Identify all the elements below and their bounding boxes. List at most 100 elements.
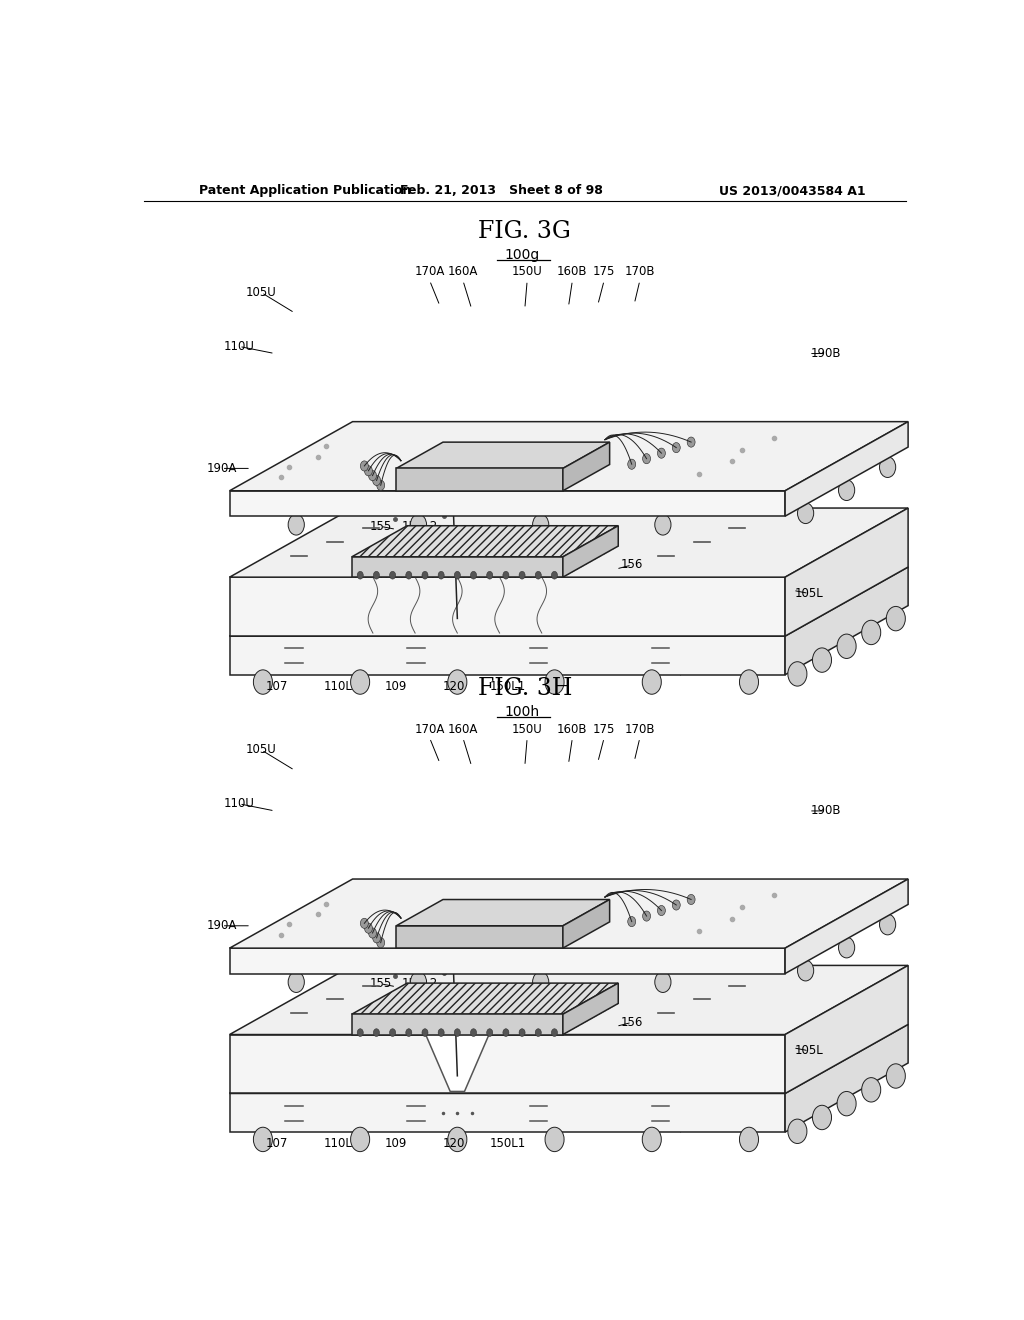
- Circle shape: [411, 515, 427, 535]
- Polygon shape: [785, 1024, 908, 1133]
- Polygon shape: [229, 508, 908, 577]
- Text: 170B: 170B: [625, 723, 655, 735]
- Circle shape: [455, 1028, 461, 1036]
- Polygon shape: [229, 1024, 908, 1093]
- Text: 175: 175: [593, 265, 615, 279]
- Circle shape: [350, 669, 370, 694]
- Text: FIG. 3H: FIG. 3H: [477, 677, 572, 701]
- Circle shape: [552, 572, 557, 579]
- Circle shape: [861, 620, 881, 644]
- Bar: [229, 577, 785, 636]
- Circle shape: [654, 972, 671, 993]
- Text: 105U: 105U: [246, 743, 276, 756]
- Circle shape: [253, 669, 272, 694]
- Bar: [229, 948, 785, 974]
- Text: 107: 107: [266, 1138, 289, 1150]
- Text: 150L2: 150L2: [401, 520, 438, 533]
- Circle shape: [377, 937, 385, 948]
- Circle shape: [642, 1127, 662, 1151]
- Circle shape: [486, 1028, 493, 1036]
- Circle shape: [545, 669, 564, 694]
- Text: 109: 109: [385, 1138, 408, 1150]
- Circle shape: [455, 572, 461, 579]
- Circle shape: [628, 459, 636, 470]
- Circle shape: [812, 1105, 831, 1130]
- Circle shape: [532, 515, 549, 535]
- Circle shape: [470, 572, 476, 579]
- Circle shape: [438, 572, 444, 579]
- Polygon shape: [396, 899, 609, 925]
- Text: 150U: 150U: [512, 723, 543, 735]
- Text: 107: 107: [266, 680, 289, 693]
- Circle shape: [642, 669, 662, 694]
- Polygon shape: [785, 568, 908, 675]
- Circle shape: [798, 960, 814, 981]
- Circle shape: [837, 634, 856, 659]
- Circle shape: [377, 480, 385, 490]
- Circle shape: [657, 906, 666, 916]
- Polygon shape: [396, 442, 609, 469]
- Polygon shape: [563, 983, 618, 1035]
- Text: 120: 120: [442, 680, 465, 693]
- Circle shape: [360, 919, 369, 928]
- Circle shape: [657, 447, 666, 458]
- Text: Patent Application Publication: Patent Application Publication: [200, 185, 412, 198]
- Circle shape: [536, 1028, 542, 1036]
- Circle shape: [288, 515, 304, 535]
- Circle shape: [253, 1127, 272, 1151]
- Circle shape: [532, 972, 549, 993]
- Circle shape: [406, 1028, 412, 1036]
- Circle shape: [787, 1119, 807, 1143]
- Polygon shape: [785, 879, 908, 974]
- Circle shape: [486, 572, 493, 579]
- Bar: [352, 1014, 563, 1035]
- Circle shape: [880, 915, 896, 935]
- Circle shape: [369, 928, 377, 939]
- Text: 105L: 105L: [795, 1044, 823, 1057]
- Circle shape: [536, 572, 542, 579]
- Text: 100g: 100g: [505, 248, 540, 261]
- Polygon shape: [563, 899, 609, 948]
- Circle shape: [837, 1092, 856, 1115]
- Polygon shape: [229, 568, 908, 636]
- Circle shape: [503, 572, 509, 579]
- Text: 110L: 110L: [324, 680, 352, 693]
- Text: 160B: 160B: [557, 723, 588, 735]
- Circle shape: [365, 466, 373, 477]
- Circle shape: [739, 669, 759, 694]
- Text: 155: 155: [370, 977, 391, 990]
- Circle shape: [519, 1028, 525, 1036]
- Circle shape: [357, 572, 364, 579]
- Circle shape: [503, 1028, 509, 1036]
- Bar: [229, 491, 785, 516]
- Circle shape: [438, 1028, 444, 1036]
- Polygon shape: [426, 1035, 489, 1092]
- Text: 170A: 170A: [415, 723, 444, 735]
- Circle shape: [673, 900, 680, 909]
- Text: 110U: 110U: [223, 341, 255, 352]
- Circle shape: [787, 661, 807, 686]
- Polygon shape: [563, 525, 618, 577]
- Text: 105U: 105U: [246, 286, 276, 300]
- Text: 156: 156: [621, 558, 643, 572]
- Text: US 2013/0043584 A1: US 2013/0043584 A1: [720, 185, 866, 198]
- Polygon shape: [785, 965, 908, 1093]
- Circle shape: [552, 1028, 557, 1036]
- Polygon shape: [563, 442, 609, 491]
- Polygon shape: [785, 421, 908, 516]
- Text: 190B: 190B: [811, 347, 842, 360]
- Circle shape: [643, 454, 650, 463]
- Circle shape: [422, 572, 428, 579]
- Text: 105L: 105L: [795, 587, 823, 599]
- Text: 190A: 190A: [207, 462, 237, 475]
- Polygon shape: [785, 508, 908, 636]
- Circle shape: [406, 572, 412, 579]
- Circle shape: [374, 572, 380, 579]
- Circle shape: [673, 442, 680, 453]
- Circle shape: [411, 972, 427, 993]
- Bar: [229, 1035, 785, 1093]
- Circle shape: [880, 457, 896, 478]
- Circle shape: [389, 572, 395, 579]
- Bar: [352, 557, 563, 577]
- Circle shape: [839, 479, 855, 500]
